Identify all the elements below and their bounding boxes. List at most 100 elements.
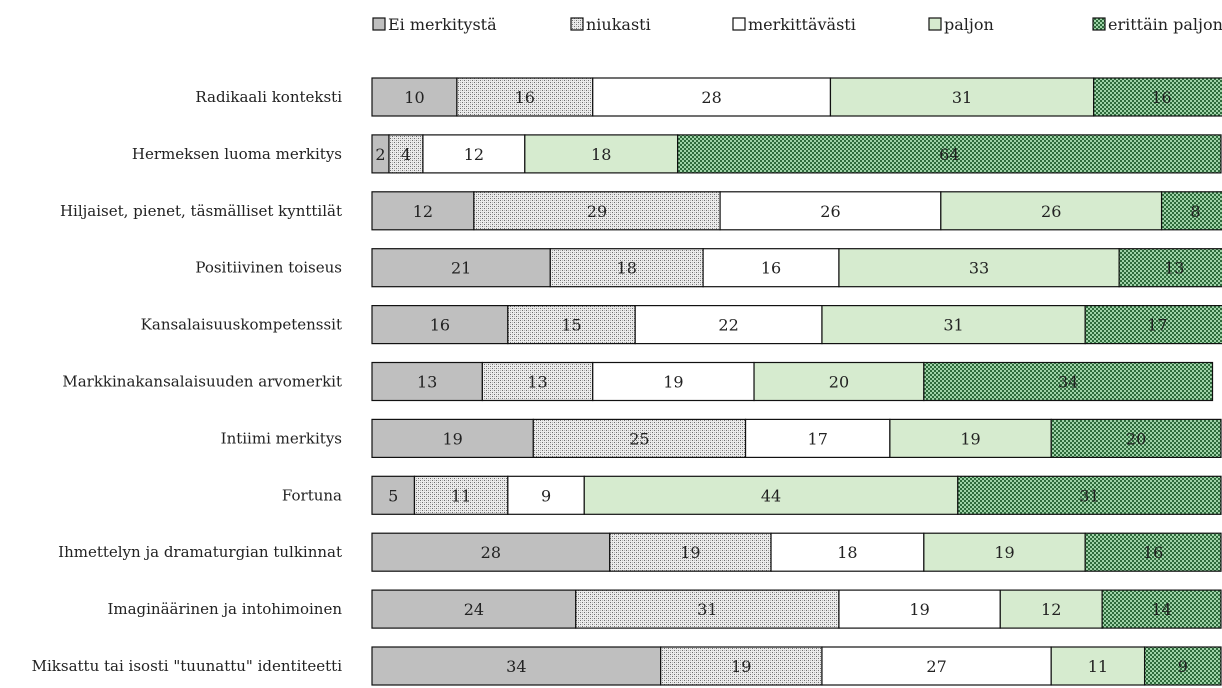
data-label: 14 <box>1151 600 1171 619</box>
data-label: 17 <box>1147 316 1167 335</box>
data-label: 8 <box>1190 202 1200 221</box>
data-label: 17 <box>808 429 828 448</box>
data-label: 16 <box>761 259 781 278</box>
category-label: Hermeksen luoma merkitys <box>132 145 342 163</box>
bar-segment-paljon <box>838 248 1120 288</box>
data-label: 24 <box>464 600 484 619</box>
data-label: 28 <box>481 543 501 562</box>
bar-segment-paljon <box>999 589 1103 629</box>
bar-segment-merkittavasti <box>592 77 832 117</box>
legend-label-niukasti: niukasti <box>586 15 651 34</box>
legend: Ei merkitystä niukasti merkittävästi paljon… <box>372 15 1222 34</box>
category-label: Imaginäärinen ja intohimoinen <box>107 600 342 618</box>
bar-segment-ei-merkitysta <box>371 646 662 686</box>
data-label: 34 <box>1058 373 1078 392</box>
bar-segment-merkittavasti <box>821 646 1052 686</box>
data-label: 11 <box>1088 657 1108 676</box>
bar-segment-ei-merkitysta <box>371 305 509 345</box>
bar-segment-erittain-paljon <box>1084 305 1222 345</box>
data-label: 22 <box>718 316 738 335</box>
legend-label-ei-merkitysta: Ei merkitystä <box>388 15 497 34</box>
data-label: 19 <box>663 373 683 392</box>
legend-swatch-niukasti <box>570 17 584 31</box>
data-label: 19 <box>680 543 700 562</box>
bar-segment-niukasti <box>660 646 823 686</box>
data-label: 18 <box>837 543 857 562</box>
data-label: 13 <box>417 373 437 392</box>
category-label: Fortuna <box>282 486 342 504</box>
data-label: 12 <box>1041 600 1061 619</box>
data-label: 31 <box>952 88 972 107</box>
bar-segment-erittain-paljon <box>677 134 1222 174</box>
legend-label-paljon: paljon <box>944 15 994 34</box>
data-label: 5 <box>388 486 398 505</box>
bar-segment-niukasti <box>456 77 594 117</box>
bar-segment-paljon <box>889 418 1052 458</box>
bar-segment-merkittavasti <box>770 532 925 572</box>
data-label: 33 <box>969 259 989 278</box>
bar-segment-erittain-paljon <box>1050 418 1222 458</box>
data-label: 31 <box>943 316 963 335</box>
data-label: 12 <box>464 145 484 164</box>
data-label: 29 <box>587 202 607 221</box>
category-label: Kansalaisuuskompetenssit <box>141 316 342 334</box>
data-label: 20 <box>1126 429 1146 448</box>
data-label: 13 <box>1164 259 1184 278</box>
bar-segment-merkittavasti <box>422 134 526 174</box>
data-label: 19 <box>442 429 462 448</box>
data-label: 21 <box>451 259 471 278</box>
bar-segment-erittain-paljon <box>1101 589 1222 629</box>
bar-segment-merkittavasti <box>744 418 891 458</box>
data-label: 12 <box>413 202 433 221</box>
data-label: 2 <box>375 145 385 164</box>
data-label: 19 <box>960 429 980 448</box>
bar-segment-merkittavasti <box>634 305 823 345</box>
bar-segment-paljon <box>821 305 1086 345</box>
bar-segment-niukasti <box>388 134 424 174</box>
bar-segment-merkittavasti <box>592 361 755 402</box>
bar-segment-paljon <box>583 475 959 515</box>
bar-segment-erittain-paljon <box>1143 646 1222 686</box>
data-label: 16 <box>515 88 535 107</box>
data-label: 27 <box>926 657 946 676</box>
data-label: 19 <box>731 657 751 676</box>
data-label: 4 <box>401 145 411 164</box>
data-label: 64 <box>939 145 959 164</box>
legend-label-erittain-paljon: erittäin paljon <box>1108 15 1222 34</box>
legend-swatch-paljon <box>928 17 942 31</box>
data-label: 16 <box>1143 543 1163 562</box>
legend-swatch-ei-merkitysta <box>372 17 386 31</box>
category-label: Intiimi merkitys <box>221 429 342 447</box>
data-label: 11 <box>451 486 471 505</box>
bar-segment-paljon <box>940 191 1163 231</box>
bar-segment-erittain-paljon <box>1160 191 1222 231</box>
bar-segment-erittain-paljon <box>923 361 1214 402</box>
legend-swatch-erittain-paljon <box>1092 17 1106 31</box>
category-label: Positiivinen toiseus <box>195 259 342 277</box>
bar-segment-niukasti <box>532 418 747 458</box>
bar-segment-niukasti <box>575 589 840 629</box>
data-label: 31 <box>697 600 717 619</box>
data-label: 10 <box>404 88 424 107</box>
bar-segment-paljon <box>1050 646 1146 686</box>
bar-segment-erittain-paljon <box>957 475 1222 515</box>
bar-segment-paljon <box>753 361 925 402</box>
data-label: 34 <box>506 657 526 676</box>
category-label: Ihmettelyn ja dramaturgian tulkinnat <box>58 543 342 561</box>
data-label: 19 <box>994 543 1014 562</box>
data-label: 28 <box>701 88 721 107</box>
data-label: 18 <box>617 259 637 278</box>
bar-segment-ei-merkitysta <box>371 191 475 231</box>
category-label: Miksattu tai isosti "tuunattu" identitee… <box>32 657 343 675</box>
data-label: 31 <box>1079 486 1099 505</box>
data-label: 19 <box>909 600 929 619</box>
data-label: 16 <box>1151 88 1171 107</box>
data-label: 44 <box>761 486 781 505</box>
bar-segment-ei-merkitysta <box>371 77 458 117</box>
data-label: 25 <box>629 429 649 448</box>
data-label: 9 <box>1178 657 1188 676</box>
bar-segment-niukasti <box>549 248 704 288</box>
data-label: 13 <box>527 373 547 392</box>
